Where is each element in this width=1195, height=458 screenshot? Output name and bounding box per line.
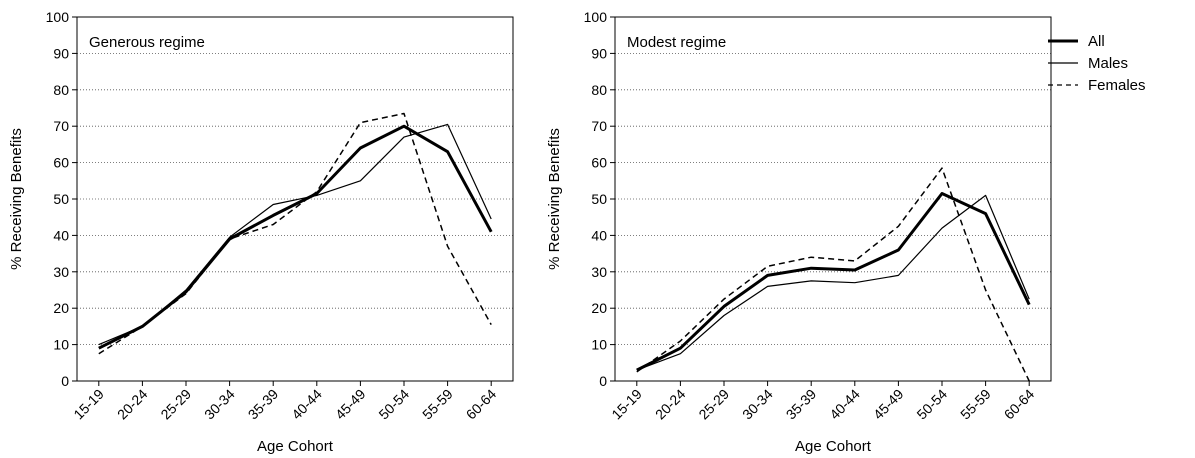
series-line-all [636,192,1031,372]
series-line-females [636,167,1030,382]
x-tick-label: 25-29 [695,386,732,423]
series-line-males [98,123,492,346]
y-axis-title: % Receiving Benefits [8,128,25,270]
y-tick-label: 10 [591,337,607,353]
panel-title: Generous regime [89,34,205,51]
plot-frame [614,16,1052,382]
chart-panel-modest: 0 10 20 30 40 50 60 70 80 90 100 15-19 20-24 25-29 30-… [546,9,1052,455]
y-tick-label: 100 [46,9,70,25]
panel-title: Modest regime [627,34,726,51]
x-tick-label: 40-44 [288,386,325,423]
y-tick-label: 60 [53,155,69,171]
x-tick-label: 45-49 [332,386,369,423]
y-axis-title: % Receiving Benefits [546,128,563,270]
x-tick-label: 40-44 [826,386,863,423]
series-line-males [636,194,1030,371]
y-tick-label: 30 [591,264,607,280]
x-tick-label: 35-39 [783,386,820,423]
x-tick-label: 60-64 [463,386,500,423]
y-tick-label: 50 [591,191,607,207]
legend-label-females: Females [1088,77,1146,94]
x-tick-label: 35-39 [245,386,282,423]
x-tick-label: 30-34 [739,386,776,423]
y-tick-label: 70 [53,118,69,134]
y-tick-label: 60 [591,155,607,171]
x-tick-label: 25-29 [157,386,194,423]
y-tick-label: 30 [53,264,69,280]
legend-label-males: Males [1088,55,1128,72]
x-tick-label: 20-24 [114,386,151,423]
series-line-all [98,124,493,350]
y-tick-label: 100 [584,9,608,25]
plot-frame [76,16,514,382]
y-tick-label: 0 [61,373,69,389]
y-tick-label: 90 [53,45,69,61]
x-tick-label: 50-54 [375,386,412,423]
x-tick-label: 30-34 [201,386,238,423]
x-tick-label: 15-19 [70,386,107,423]
y-tick-label: 80 [53,82,69,98]
y-tick-label: 20 [591,300,607,316]
y-tick-label: 70 [591,118,607,134]
series-line-females [98,112,492,355]
legend: All Males Females [1048,33,1146,94]
chart-panel-generous: 0 10 20 30 40 50 60 70 80 90 100 15-19 20-24 25-29 30-… [8,9,514,455]
x-axis-title: Age Cohort [257,438,334,455]
y-tick-label: 40 [591,227,607,243]
x-tick-label: 20-24 [652,386,689,423]
legend-label-all: All [1088,33,1105,50]
x-tick-label: 45-49 [870,386,907,423]
x-axis-title: Age Cohort [795,438,872,455]
y-tick-label: 0 [599,373,607,389]
x-tick-label: 55-59 [419,386,456,423]
y-tick-label: 10 [53,337,69,353]
y-tick-label: 20 [53,300,69,316]
x-tick-label: 15-19 [608,386,645,423]
y-tick-label: 50 [53,191,69,207]
y-tick-label: 90 [591,45,607,61]
y-tick-label: 40 [53,227,69,243]
x-tick-label: 50-54 [913,386,950,423]
x-tick-label: 55-59 [957,386,994,423]
y-tick-label: 80 [591,82,607,98]
x-tick-label: 60-64 [1001,386,1038,423]
